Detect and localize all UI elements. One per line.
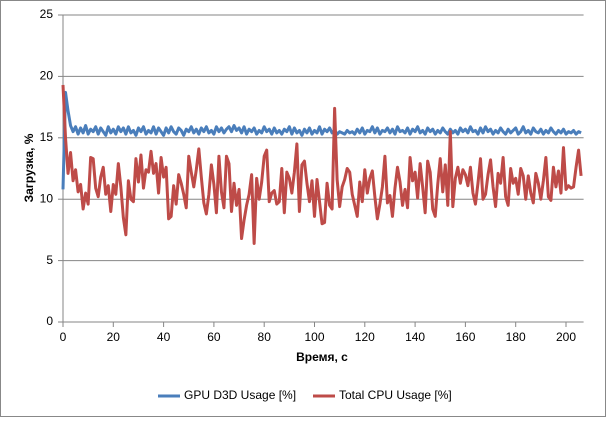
x-tick-label: 40	[157, 330, 171, 344]
x-tick-label: 180	[506, 330, 526, 344]
series-line	[61, 84, 583, 245]
x-tick-label: 160	[455, 330, 475, 344]
legend-label: Total CPU Usage [%]	[339, 388, 452, 402]
y-axis-title: Загрузка, %	[22, 133, 36, 202]
y-tick-label: 25	[40, 7, 54, 21]
y-tick-label: 10	[40, 191, 54, 205]
y-tick-label: 5	[46, 253, 53, 267]
x-tick-label: 20	[107, 330, 121, 344]
legend-label: GPU D3D Usage [%]	[184, 388, 296, 402]
x-tick-label: 100	[304, 330, 324, 344]
x-tick-label: 0	[60, 330, 67, 344]
y-tick-label: 0	[46, 314, 53, 328]
x-tick-label: 120	[355, 330, 375, 344]
series-line	[61, 90, 582, 190]
x-tick-label: 80	[258, 330, 272, 344]
x-tick-label: 140	[405, 330, 425, 344]
x-axis-title: Время, с	[296, 350, 348, 364]
x-tick-label: 60	[207, 330, 221, 344]
y-tick-label: 20	[40, 69, 54, 83]
y-tick-label: 15	[40, 130, 54, 144]
x-tick-label: 200	[556, 330, 576, 344]
